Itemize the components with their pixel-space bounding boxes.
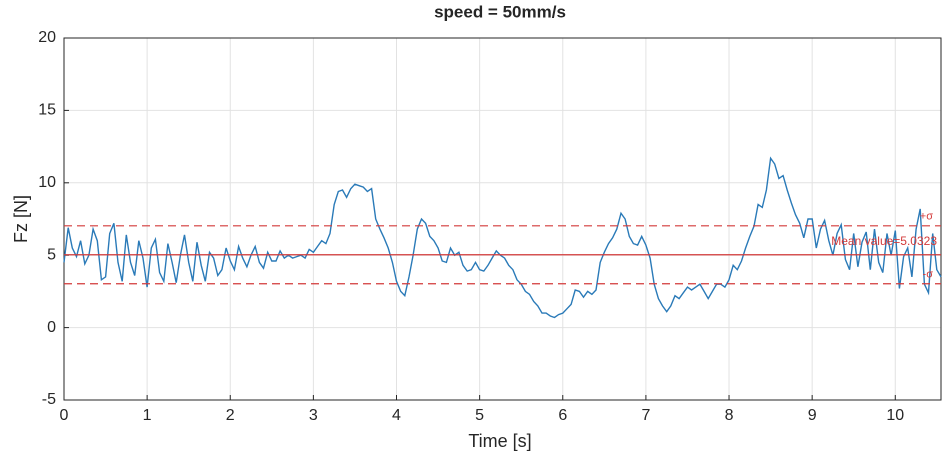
y-tick-label: 15 — [38, 102, 56, 119]
x-tick-label: 7 — [641, 407, 650, 424]
plot-area — [64, 38, 941, 400]
plot-border — [63, 37, 942, 401]
x-tick-label: 3 — [309, 407, 318, 424]
x-tick-label: 4 — [392, 407, 401, 424]
reference-label: Mean value=5.0323 — [831, 234, 937, 248]
x-tick-label: 0 — [60, 407, 69, 424]
x-tick-label: 10 — [886, 407, 904, 424]
y-tick-label: 10 — [38, 174, 56, 191]
y-tick-label: 0 — [47, 319, 56, 336]
reference-label: -σ — [923, 269, 934, 281]
reference-label: +σ — [920, 211, 933, 223]
x-tick-label: 2 — [226, 407, 235, 424]
x-axis-label: Time [s] — [468, 431, 531, 451]
y-tick-label: 5 — [47, 246, 56, 263]
x-tick-label: 1 — [143, 407, 152, 424]
x-tick-label: 6 — [558, 407, 567, 424]
y-tick-label: -5 — [42, 391, 56, 408]
x-tick-label: 5 — [475, 407, 484, 424]
chart-title: speed = 50mm/s — [434, 2, 566, 21]
y-axis-label: Fz [N] — [11, 195, 31, 243]
data-line — [63, 156, 942, 319]
x-tick-label: 8 — [725, 407, 734, 424]
x-tick-label: 9 — [808, 407, 817, 424]
y-tick-label: 20 — [38, 29, 56, 46]
